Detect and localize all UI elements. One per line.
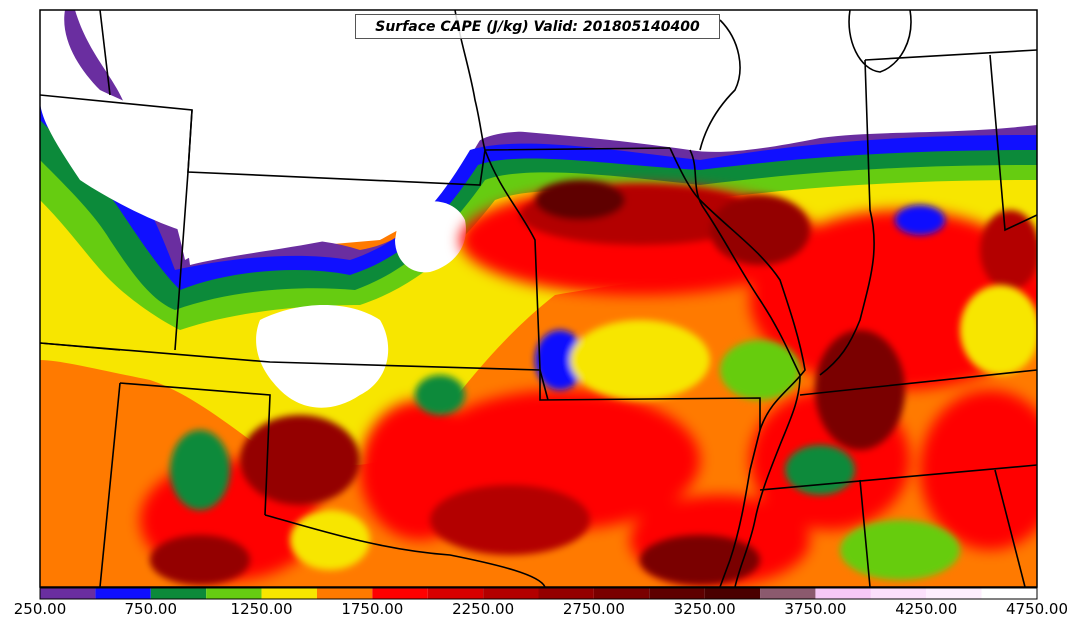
colorbar-segment	[538, 588, 594, 599]
colorbar-segment	[372, 588, 428, 599]
cape-blob-green-1	[535, 330, 585, 390]
cape-blob-darkred-7	[150, 535, 250, 585]
colorbar-tick-label: 1250.00	[230, 600, 293, 618]
cape-region-none-2	[256, 305, 389, 408]
cape-blob-lime-1	[720, 340, 800, 400]
map-frame	[39, 9, 1038, 588]
colorbar-segment	[926, 588, 982, 599]
colorbar-segment	[704, 588, 761, 599]
cape-blob-darkred-9	[535, 180, 625, 220]
state-borders	[40, 10, 1037, 587]
cape-blob-yellow-1	[570, 320, 710, 400]
colorbar-tick-label: 4750.00	[1005, 600, 1069, 618]
cape-region-none-1	[40, 10, 182, 230]
colorbar-tick-label: 4250.00	[895, 600, 958, 618]
colorbar-segment	[483, 588, 539, 599]
colorbar-tick-label: 3250.00	[673, 600, 736, 618]
colorbar-segment	[261, 588, 317, 599]
cape-blob-lime-2	[840, 520, 960, 580]
cape-blob-green-4	[895, 205, 945, 235]
colorbar-tick-label: 3750.00	[784, 600, 847, 618]
colorbar-segment	[95, 588, 151, 599]
cape-field	[40, 10, 1037, 587]
cape-blob-darkred-8	[640, 535, 760, 585]
colorbar-tick-label: 2750.00	[562, 600, 625, 618]
cape-blob-darkred-3	[240, 415, 360, 505]
colorbar-tick-label: 750.00	[124, 600, 178, 618]
cape-blob-darkred-2	[710, 195, 810, 265]
cape-blob-green-2	[415, 375, 465, 415]
colorbar-segment	[316, 588, 373, 599]
cape-blob-darkred-5	[815, 330, 905, 450]
colorbar-tick-label: 2250.00	[452, 600, 515, 618]
colorbar	[39, 587, 1038, 600]
colorbar-segment	[150, 588, 207, 599]
colorbar-segment	[40, 588, 96, 599]
cape-blob-green-5	[170, 430, 230, 510]
colorbar-segment	[649, 588, 705, 599]
colorbar-segment	[760, 588, 816, 599]
colorbar-tick-label: 1750.00	[341, 600, 404, 618]
colorbar-segment	[815, 588, 871, 599]
map-title: Surface CAPE (J/kg) Valid: 201805140400	[355, 14, 720, 39]
colorbar-frame	[39, 587, 1038, 600]
colorbar-segment	[870, 588, 927, 599]
cape-blob-darkred-6	[980, 210, 1037, 290]
cape-blob-yellow-3	[290, 510, 370, 570]
colorbar-segment	[981, 588, 1037, 599]
colorbar-segment	[206, 588, 262, 599]
colorbar-segment	[593, 588, 650, 599]
cape-blob-yellow-2	[960, 285, 1037, 375]
colorbar-segment	[427, 588, 484, 599]
cape-region-none-3	[395, 201, 466, 273]
colorbar-tick-label: 250.00	[13, 600, 67, 618]
cape-region-none-north	[105, 10, 1037, 265]
cape-blob-darkred-4	[430, 485, 590, 555]
